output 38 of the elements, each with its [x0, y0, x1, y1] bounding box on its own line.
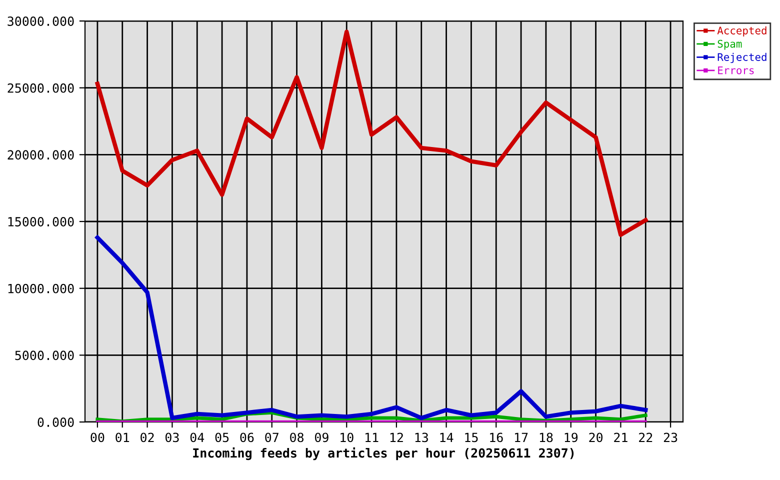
x-tick-label: 02: [140, 432, 154, 442]
x-tick-label: 17: [515, 432, 528, 442]
x-tick-label: 09: [314, 432, 328, 442]
x-tick-label: 20: [589, 432, 603, 442]
y-tick-label: 15000.000: [8, 217, 74, 226]
line-series: [95, 30, 648, 237]
legend-label: Rejected: [718, 52, 766, 63]
y-tick-label: 20000.000: [8, 150, 74, 160]
x-tick-label: 18: [540, 432, 553, 442]
x-tick-label: 04: [190, 432, 204, 442]
y-tick-label: 30000.000: [8, 16, 74, 26]
legend-label: Spam: [718, 40, 742, 50]
y-tick-label: 25000.000: [8, 83, 74, 93]
x-tick-label: 14: [440, 432, 454, 442]
y-tick-label: 5000.000: [15, 350, 74, 360]
legend-label: Accepted: [717, 26, 766, 36]
x-axis-title: Incoming feeds by articles per hour (20250611 2307): [193, 447, 574, 460]
x-tick-label: 01: [116, 432, 130, 442]
x-tick-label: 00: [90, 432, 104, 442]
x-tick-label: 19: [564, 432, 578, 442]
x-tick-label: 08: [290, 432, 304, 442]
x-tick-label: 06: [240, 432, 254, 442]
x-tick-label: 10: [340, 432, 354, 442]
x-tick-label: 21: [614, 432, 628, 442]
x-tick-label: 22: [639, 432, 652, 442]
x-tick-label: 11: [366, 432, 378, 442]
legend-label: Errors: [718, 66, 754, 74]
x-tick-label: 23: [664, 432, 678, 442]
x-tick-label: 15: [465, 432, 478, 442]
line-series: [95, 235, 648, 420]
y-tick-label: 10000.000: [8, 284, 74, 294]
x-tick-label: 03: [165, 432, 179, 442]
x-tick-label: 13: [415, 432, 428, 442]
x-tick-label: 07: [265, 432, 278, 442]
x-tick-label: 05: [215, 432, 229, 442]
x-tick-label: 12: [390, 432, 403, 442]
x-tick-label: 16: [490, 432, 503, 442]
y-tick-label: 0.000: [38, 418, 74, 427]
